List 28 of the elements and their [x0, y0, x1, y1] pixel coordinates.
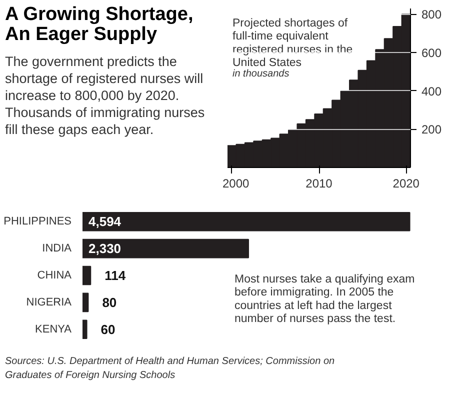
- bar: [82, 266, 92, 286]
- annotation: Projected shortages of full-time equivalent registered nurses in the United States: [232, 18, 353, 70]
- data-label: 4,594: [88, 214, 122, 230]
- chart-title: A Growing Shortage, An Eager Supply: [5, 4, 194, 45]
- annotation: in thousands: [232, 68, 290, 80]
- data-label: 2,330: [88, 241, 122, 256]
- y-tick-label: KENYA: [35, 323, 72, 336]
- y-tick-label: 400: [422, 84, 442, 98]
- y-tick-label: 600: [422, 46, 442, 60]
- y-tick-label: INDIA: [42, 242, 72, 255]
- y-tick-label: PHILIPPINES: [4, 216, 72, 228]
- source-note: Sources: U.S. Department of Health and Human Services; Commission on Graduates of Foreign Nursing Schools: [5, 355, 335, 384]
- y-tick-label: NIGERIA: [26, 296, 72, 308]
- data-label: 114: [104, 268, 126, 283]
- x-tick-label: 2010: [306, 176, 333, 190]
- bar: [82, 292, 89, 312]
- bar: [82, 212, 410, 232]
- bar: [82, 320, 88, 339]
- x-tick-label: 2020: [392, 176, 420, 190]
- y-tick-label: CHINA: [37, 270, 72, 282]
- text: The government predicts the shortage of registered nurses will increase to 800,000 by 2020. Thousands of immigrating nurses fill these gaps each year.: [5, 53, 206, 138]
- annotation: Most nurses take a qualifying exam before immigrating. In 2005 the countries at left had the largest number of nurses pass the test.: [234, 274, 415, 326]
- y-tick-label: 200: [422, 122, 442, 137]
- x-tick-label: 2000: [222, 176, 250, 190]
- data-label: 80: [102, 294, 117, 310]
- y-tick-label: 800: [422, 8, 442, 22]
- data-label: 60: [100, 322, 116, 337]
- bar: [82, 238, 249, 258]
